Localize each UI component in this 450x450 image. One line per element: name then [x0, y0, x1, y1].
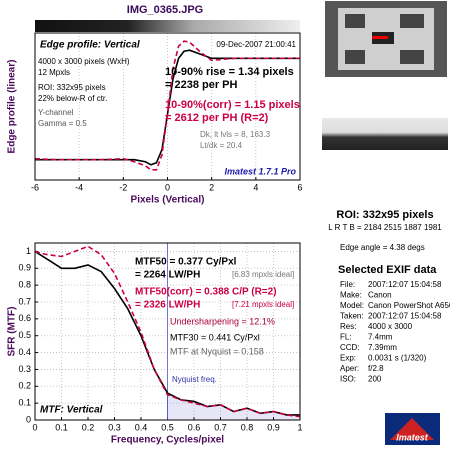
- exif-label: Res:: [340, 322, 356, 331]
- plot-frame: [34, 242, 301, 421]
- x-tick-label: 0.4: [135, 422, 148, 432]
- annotation: Lt/dk = 20.4: [200, 141, 243, 150]
- exif-value: 7.39mm: [368, 343, 397, 352]
- exif-label: Taken:: [340, 312, 364, 321]
- x-tick-label: 0.7: [214, 422, 227, 432]
- exif-value: 2007:12:07 15:04:58: [368, 280, 442, 289]
- x-tick-label: 0.9: [267, 422, 280, 432]
- x-tick-label: 0.5: [161, 422, 174, 432]
- logo: Imatest: [385, 413, 440, 445]
- exif-value: Canon PowerShot A650 IS: [368, 301, 450, 310]
- x-tick-label: 0.3: [108, 422, 121, 432]
- annotation: Edge profile: Vertical: [40, 40, 140, 51]
- annotation: MTF50 = 0.377 Cy/Pxl: [135, 257, 237, 268]
- x-tick-label: 4: [253, 182, 258, 192]
- y-axis-label: Edge profile (linear): [7, 60, 18, 154]
- logo-text: Imatest: [396, 432, 429, 442]
- x-tick-label: -4: [75, 182, 83, 192]
- exif-label: Make:: [340, 291, 362, 300]
- y-axis-label: SFR (MTF): [7, 307, 18, 357]
- y-tick-label: 0.4: [18, 347, 31, 357]
- roi-bounds: L R T B = 2184 2515 1887 1981: [328, 223, 442, 232]
- exif-value: 0.0031 s (1/320): [368, 354, 427, 363]
- exif-label: Model:: [340, 301, 364, 310]
- roi-image: [322, 118, 448, 150]
- exif-value: 4000 x 3000: [368, 322, 413, 331]
- exif-label: File:: [340, 280, 355, 289]
- annotation: = 2238 per PH: [165, 79, 238, 91]
- annotation: MTF30 = 0.441 Cy/Pxl: [170, 332, 260, 342]
- x-tick-label: 0.8: [241, 422, 254, 432]
- x-tick-label: -6: [31, 182, 39, 192]
- x-tick-label: 1: [297, 422, 302, 432]
- y-tick-label: 1: [26, 246, 31, 256]
- x-axis-label: Pixels (Vertical): [131, 195, 205, 206]
- chart-title: IMG_0365.JPG: [127, 4, 203, 16]
- exif-value: f/2.8: [368, 364, 384, 373]
- x-tick-label: 0.6: [188, 422, 201, 432]
- x-tick-label: 0: [165, 182, 170, 192]
- x-axis-label: Frequency, Cycles/pixel: [111, 435, 224, 446]
- exif-label: FL:: [340, 333, 352, 342]
- exif-value: 2007:12:07 15:04:58: [368, 312, 442, 321]
- thumbnail: [325, 1, 447, 77]
- annotation: [7.21 mpxls ideal]: [232, 300, 294, 309]
- annotation: Undersharpening = 12.1%: [170, 316, 275, 326]
- annotation: ROI: 332x95 pixels: [38, 83, 106, 92]
- exif-value: 200: [368, 375, 382, 384]
- annotation: = 2612 per PH (R=2): [165, 112, 269, 124]
- annotation: Gamma = 0.5: [38, 119, 87, 128]
- annotation: 09-Dec-2007 21:00:41: [216, 40, 296, 49]
- annotation: MTF at Nyquist = 0.158: [170, 346, 264, 356]
- exif-label: Aper:: [340, 364, 359, 373]
- annotation: = 2264 LW/PH: [135, 270, 200, 281]
- y-tick-label: 0.3: [18, 364, 31, 374]
- roi-title: ROI: 332x95 pixels: [336, 209, 433, 221]
- data-line: [34, 40, 300, 171]
- y-tick-label: 0.2: [18, 381, 31, 391]
- y-tick-label: 0.5: [18, 330, 31, 340]
- y-tick-label: 0.7: [18, 296, 31, 306]
- data-line: [34, 245, 301, 418]
- edge-angle: Edge angle = 4.38 degs: [340, 243, 425, 252]
- annotation: MTF: Vertical: [40, 405, 103, 416]
- plot-frame: [34, 32, 301, 181]
- x-tick-label: 2: [209, 182, 214, 192]
- y-tick-label: 0.6: [18, 313, 31, 323]
- exif-label: CCD:: [340, 343, 360, 352]
- annotation: Dk, lt lvls = 8, 163.3: [200, 130, 271, 139]
- exif-label: Exp:: [340, 354, 356, 363]
- exif-label: ISO:: [340, 375, 356, 384]
- annotation: = 2326 LW/PH: [135, 300, 200, 311]
- annotation: 10-90% rise = 1.34 pixels: [165, 66, 294, 78]
- annotation: [6.83 mpxls ideal]: [232, 270, 294, 279]
- x-tick-label: 6: [297, 182, 302, 192]
- annotation: 22% below-R of ctr.: [38, 94, 107, 103]
- exif-value: 7.4mm: [368, 333, 393, 342]
- edge-gradient: [35, 20, 300, 32]
- y-tick-label: 0: [26, 414, 31, 424]
- x-tick-label: 0.2: [82, 422, 95, 432]
- annotation: 10-90%(corr) = 1.15 pixels: [165, 99, 300, 111]
- annotation: Imatest 1.7.1 Pro: [224, 166, 296, 176]
- x-tick-label: -2: [119, 182, 127, 192]
- x-tick-label: 0.1: [55, 422, 68, 432]
- annotation: 12 Mpxls: [38, 68, 70, 77]
- y-tick-label: 0.9: [18, 263, 31, 273]
- annotation: Nyquist freq.: [172, 375, 217, 384]
- y-tick-label: 0.8: [18, 280, 31, 290]
- annotation: 4000 x 3000 pixels (WxH): [38, 57, 130, 66]
- exif-value: Canon: [368, 291, 392, 300]
- annotation: MTF50(corr) = 0.388 C/P (R=2): [135, 287, 277, 298]
- y-tick-label: 0.1: [18, 398, 31, 408]
- annotation: Y-channel: [38, 108, 74, 117]
- exif-title: Selected EXIF data: [338, 264, 437, 276]
- x-tick-label: 0: [32, 422, 37, 432]
